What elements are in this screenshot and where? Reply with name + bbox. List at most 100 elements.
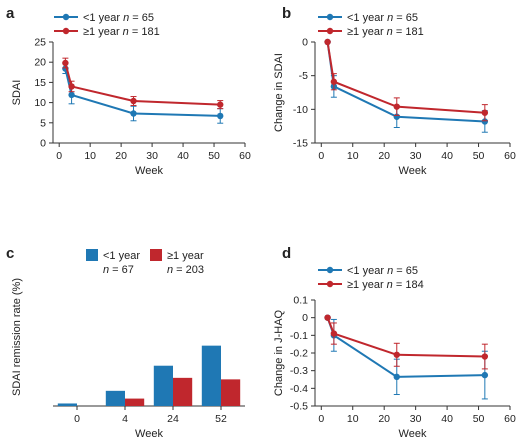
x-tick-label: 10 [84,150,96,162]
legend-label: <1 year [103,250,140,262]
y-tick-label: -0.4 [290,383,308,395]
legend-marker [62,13,70,21]
data-point [393,373,400,381]
x-tick-label: 20 [378,413,390,425]
panel-c: c 0 4 24 52 Week SDAI remission rate (%) <1 yea… [6,245,245,440]
y-axis-label: SDAI remission rate (%) [11,278,23,396]
data-point [393,103,400,110]
x-tick-label: 20 [115,150,127,162]
y-tick-label: -0.5 [290,401,308,413]
y-tick-label: 0 [40,138,46,150]
data-point [481,353,489,360]
x-tick-label: 30 [410,413,422,425]
x-tick-label: 40 [177,150,189,162]
x-tick-label: 30 [146,150,158,162]
x-tick-label: 50 [208,150,220,162]
x-tick-label: 0 [56,150,62,162]
x-tick-label: 0 [318,413,324,425]
y-tick-label: 15 [34,77,46,89]
x-axis-label: Week [399,165,427,177]
y-tick-label: -15 [293,138,308,150]
legend-marker [62,27,70,35]
x-tick-label: 4 [122,413,128,425]
y-tick-label: 10 [34,97,46,109]
panel-d: d 0 10 20 30 40 50 60 0.1 0 -0.1 -0.2 -0.3 -0.4 -0.5 We… [273,245,516,440]
panel-a: a 0 10 20 30 40 50 60 0 5 10 15 20 25 Week SDAI <1 year … [6,5,251,177]
legend-marker [326,280,334,288]
legend-marker [326,266,334,274]
x-axis-label: Week [399,428,427,440]
x-tick-label: 50 [473,150,485,162]
y-tick-label: 25 [34,37,46,49]
y-axis-label: SDAI [11,80,23,106]
series-line [326,41,485,123]
y-axis-label: Change in J-HAQ [273,309,285,396]
x-tick-label: 20 [378,150,390,162]
x-tick-label: 52 [215,413,227,425]
data-point [130,110,137,117]
legend-swatch [150,249,162,261]
x-tick-label: 60 [504,413,516,425]
bar [153,365,173,406]
x-tick-label: 40 [441,150,453,162]
y-tick-label: 0 [302,312,308,324]
data-point [481,118,489,125]
y-tick-label: -10 [293,104,308,116]
series-line [326,41,485,114]
data-point [324,314,331,321]
legend-label: n = 67 [103,264,134,276]
x-axis-label: Week [135,165,163,177]
x-tick-label: 24 [167,413,179,425]
legend-label: ≥1 year n = 184 [347,279,424,291]
x-tick-label: 10 [347,150,359,162]
y-tick-label: -5 [299,70,308,82]
y-tick-label: -0.2 [290,348,308,360]
data-point [130,97,137,105]
x-tick-label: 40 [441,413,453,425]
legend-label: <1 year n = 65 [347,12,418,24]
panel-b: b 0 10 20 30 40 50 60 0 -5 -10 -15 Week Change in SDA… [273,5,516,177]
panel-letter: b [282,5,291,22]
legend-label: <1 year n = 65 [347,265,418,277]
data-point [324,38,331,46]
x-tick-label: 0 [74,413,80,425]
y-tick-label: 20 [34,57,46,69]
y-tick-label: 0 [302,37,308,49]
series-line [326,317,485,358]
legend-label: <1 year n = 65 [83,12,154,24]
legend-label: ≥1 year n = 181 [347,26,424,38]
series-line [326,317,485,378]
data-point [62,59,69,67]
x-tick-label: 60 [239,150,251,162]
y-tick-label: 0.1 [293,295,308,307]
bar [221,379,241,406]
x-tick-label: 10 [347,413,359,425]
bar [105,390,125,406]
panel-letter: c [6,245,14,262]
legend-label: n = 203 [167,264,204,276]
y-tick-label: 5 [40,117,46,129]
x-tick-label: 30 [410,150,422,162]
x-tick-label: 60 [504,150,516,162]
data-point [68,91,75,99]
legend-label: ≥1 year [167,250,204,262]
legend-marker [326,27,334,35]
bar [173,377,193,406]
data-point [68,83,75,90]
bar [201,345,221,406]
series-line [64,62,221,106]
y-tick-label: -0.1 [290,330,308,342]
data-point [217,112,224,120]
legend-marker [326,13,334,21]
y-tick-label: -0.3 [290,365,308,377]
data-point [330,78,338,85]
legend-label: ≥1 year n = 181 [83,26,160,38]
x-tick-label: 0 [318,150,324,162]
bar [57,403,77,406]
panel-letter: a [6,5,15,22]
series-line [64,68,221,117]
x-tick-label: 50 [473,413,485,425]
legend-swatch [86,249,98,261]
panel-letter: d [282,245,291,262]
